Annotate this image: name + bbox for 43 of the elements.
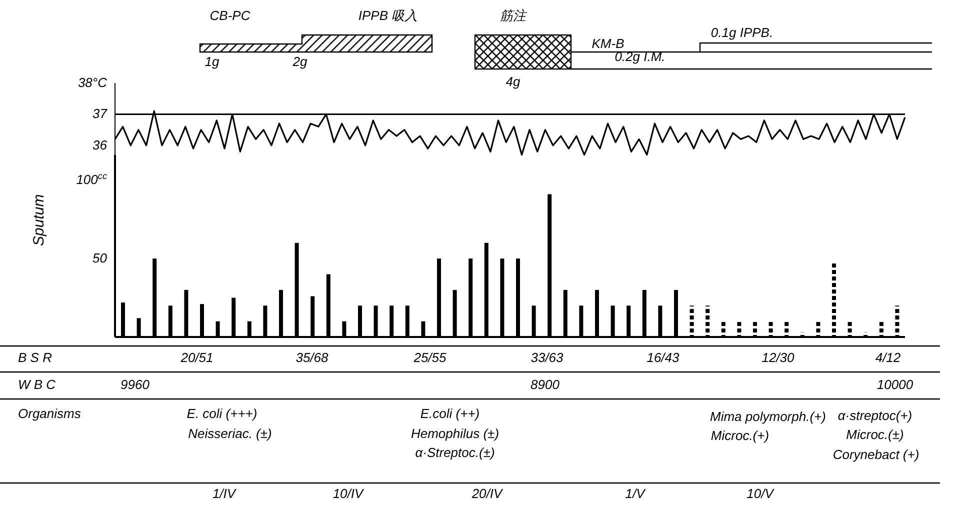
text: Microc.(+) — [710, 428, 770, 443]
text: 9960 — [120, 377, 150, 392]
annotation: 4g — [506, 74, 521, 89]
text: E.coli (++) — [420, 406, 480, 421]
text: 25/55 — [412, 350, 448, 365]
y-tick-label: 36 — [92, 137, 108, 152]
text: 2g — [292, 54, 308, 69]
text: 10000 — [876, 377, 914, 392]
text: 16/43 — [646, 350, 680, 365]
y-tick-label: 38°C — [78, 75, 108, 90]
text: KM-B — [592, 36, 625, 51]
text: Neisseriac. (±) — [188, 426, 272, 441]
text: E. coli (+++) — [186, 406, 258, 421]
text: 10/V — [746, 486, 775, 501]
text: 20/51 — [180, 350, 214, 365]
text: Hemophilus (±) — [410, 426, 500, 441]
text: Mima polymorph.(+) — [710, 409, 826, 424]
text: 1/V — [625, 486, 646, 501]
text: B S R — [18, 350, 52, 365]
y-tick-label: 100$^{cc}$ — [76, 171, 108, 188]
text: α·Streptoc.(±) — [415, 445, 495, 460]
text: 0.2g I.M. — [614, 49, 666, 64]
text: Organisms — [18, 406, 82, 421]
text: 4/12 — [875, 350, 902, 365]
text: 0.1g IPPB. — [710, 25, 774, 40]
text: W B C — [18, 377, 56, 392]
text: 1g — [204, 54, 220, 69]
text: IPPB 吸入 — [358, 8, 418, 23]
text: 20/IV — [470, 486, 504, 501]
y-tick-label: 50 — [92, 250, 108, 266]
text: 10/IV — [332, 486, 365, 501]
y-axis-title: Sputum — [30, 194, 48, 246]
y-tick-label: 37 — [92, 106, 108, 122]
text: 8900 — [530, 377, 560, 392]
text: CB-PC — [210, 8, 251, 23]
text: 12/30 — [762, 350, 796, 365]
text: 筋注 — [500, 8, 528, 23]
text: Microc.(±) — [846, 427, 904, 442]
text: 35/68 — [296, 350, 330, 365]
text: 1/IV — [212, 486, 237, 501]
text: α·streptoc(+) — [838, 408, 912, 423]
text: Corynebact (+) — [832, 447, 920, 462]
text: 33/63 — [530, 350, 564, 365]
